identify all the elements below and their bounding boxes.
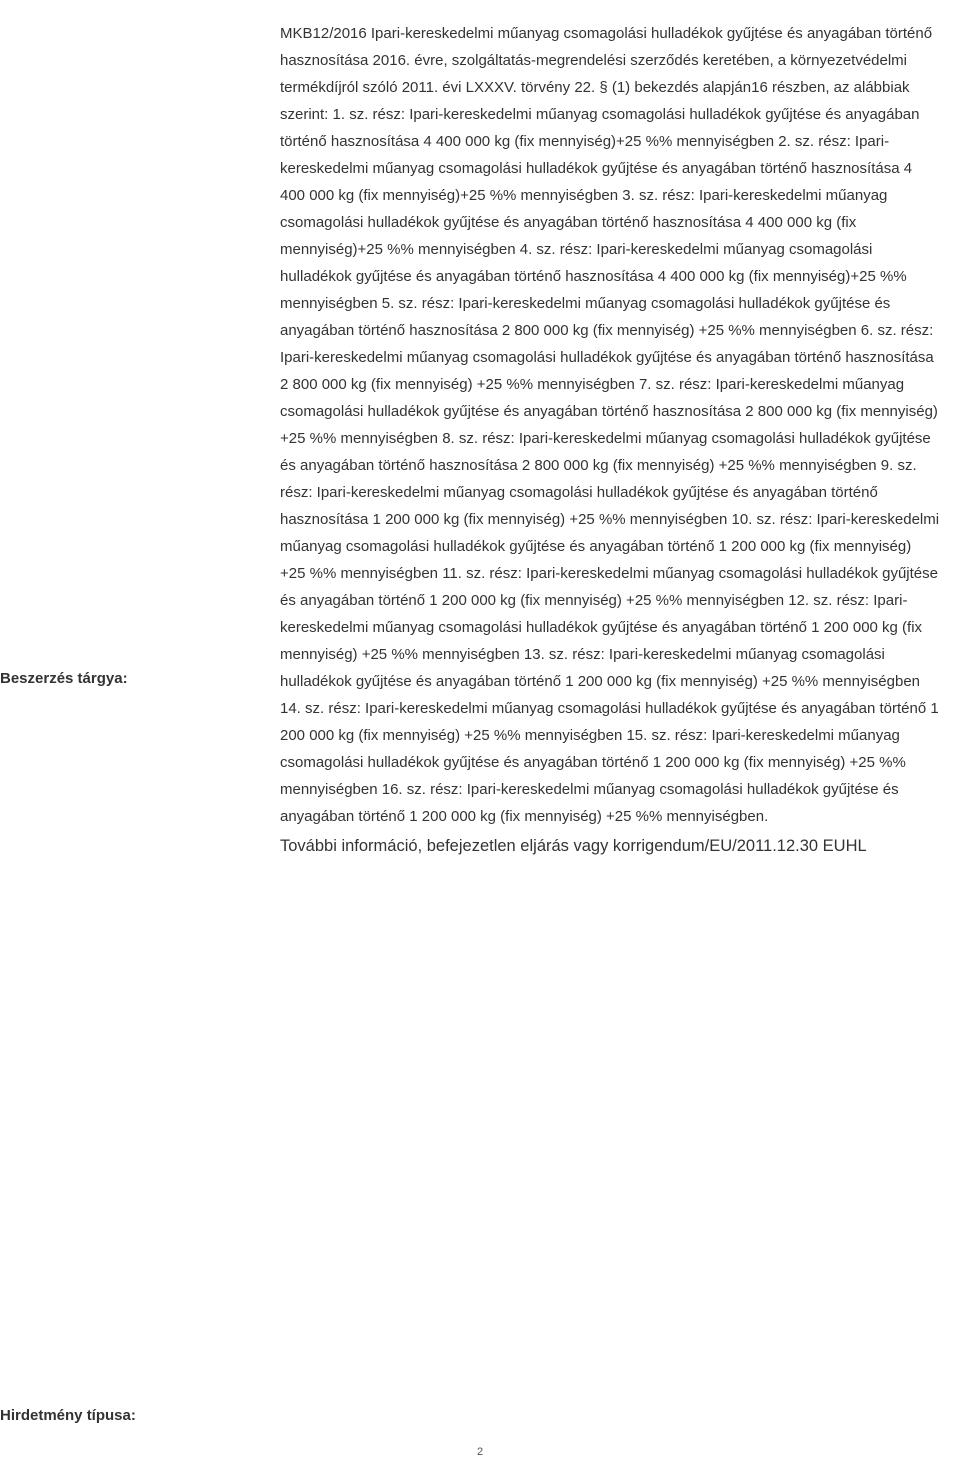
document-page: Beszerzés tárgya: Hirdetmény típusa: MKB… — [0, 0, 960, 1471]
subject-body-text: MKB12/2016 Ipari-kereskedelmi műanyag cs… — [280, 20, 940, 830]
content-column: MKB12/2016 Ipari-kereskedelmi műanyag cs… — [280, 20, 940, 860]
page-number: 2 — [0, 1443, 960, 1463]
field-label-subject: Beszerzés tárgya: — [0, 665, 128, 692]
field-label-notice-type: Hirdetmény típusa: — [0, 1402, 136, 1429]
notice-type-value: További információ, befejezetlen eljárás… — [280, 832, 940, 860]
